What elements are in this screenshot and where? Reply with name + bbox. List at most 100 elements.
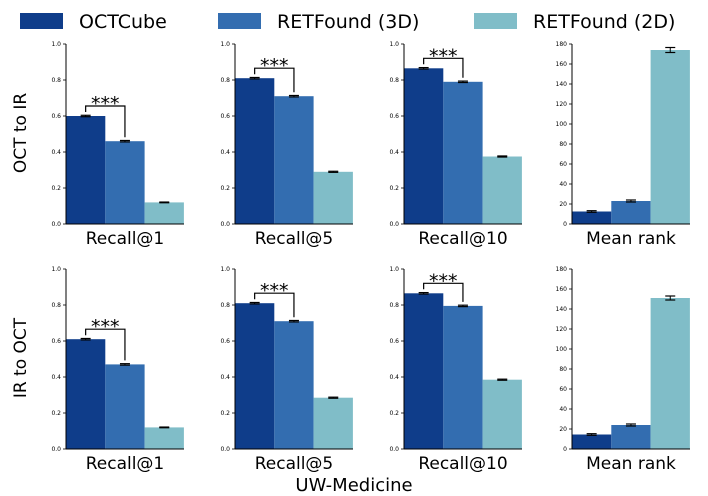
ytick-label-8-2: 40 xyxy=(559,406,567,413)
ytick-label-2-3: 0.6 xyxy=(220,113,230,120)
ytick-label-4-4: 80 xyxy=(559,141,567,148)
bar-7-2 xyxy=(482,379,522,449)
ytick-label-4-1: 20 xyxy=(559,201,567,208)
significance-label-5: *** xyxy=(91,316,120,338)
panel-7: 0.0 0.2 0.4 0.6 0.8 1.0 Recall@10 *** xyxy=(389,266,522,474)
xlabel-6: Recall@5 xyxy=(255,454,334,474)
bar-7-1 xyxy=(443,305,483,449)
significance-bracket-7 xyxy=(423,282,464,302)
ytick-label-3-3: 0.6 xyxy=(389,113,399,120)
ytick-label-3-2: 0.4 xyxy=(389,149,399,156)
significance-bracket-5 xyxy=(85,328,126,361)
significance-label-6: *** xyxy=(260,280,289,302)
row-label-1: IR to OCT xyxy=(11,317,31,398)
panel-3: 0.0 0.2 0.4 0.6 0.8 1.0 Recall@10 *** xyxy=(389,41,522,249)
ytick-label-2-4: 0.8 xyxy=(220,77,230,84)
legend-label-1: RETFound (3D) xyxy=(277,11,419,33)
ytick-label-4-3: 60 xyxy=(559,161,567,168)
bar-3-0 xyxy=(404,68,444,224)
bar-4-0 xyxy=(572,211,612,224)
ytick-label-4-9: 180 xyxy=(556,41,568,48)
ytick-label-1-4: 0.8 xyxy=(51,77,61,84)
footer-label: UW-Medicine xyxy=(295,475,412,496)
ytick-label-1-3: 0.6 xyxy=(51,113,61,120)
ytick-label-4-2: 40 xyxy=(559,181,567,188)
significance-bracket-1 xyxy=(85,105,126,138)
bar-6-2 xyxy=(313,397,353,449)
ytick-label-6-4: 0.8 xyxy=(220,302,230,309)
bar-2-0 xyxy=(235,78,275,224)
ytick-label-2-0: 0.0 xyxy=(220,221,230,228)
ytick-label-7-5: 1.0 xyxy=(389,266,399,273)
xlabel-1: Recall@1 xyxy=(86,229,165,249)
ytick-label-8-6: 120 xyxy=(556,326,568,333)
bar-1-0 xyxy=(66,116,106,224)
panel-4: 0 20 40 60 80 100 120 140 160 180 Mean rank xyxy=(556,41,690,249)
ytick-label-8-3: 60 xyxy=(559,386,567,393)
bar-8-0 xyxy=(572,434,612,449)
ytick-label-7-4: 0.8 xyxy=(389,302,399,309)
legend-label-0: OCTCube xyxy=(79,11,167,33)
panel-2: 0.0 0.2 0.4 0.6 0.8 1.0 Recall@5 *** xyxy=(220,41,353,249)
panel-6: 0.0 0.2 0.4 0.6 0.8 1.0 Recall@5 *** xyxy=(220,266,353,474)
bar-2-1 xyxy=(274,96,314,224)
ytick-label-5-1: 0.2 xyxy=(51,410,61,417)
ytick-label-5-3: 0.6 xyxy=(51,338,61,345)
ytick-label-8-8: 160 xyxy=(556,286,568,293)
ytick-label-1-1: 0.2 xyxy=(51,185,61,192)
legend-swatch-1 xyxy=(218,13,261,29)
xlabel-3: Recall@10 xyxy=(418,229,507,249)
ytick-label-8-4: 80 xyxy=(559,366,567,373)
ytick-label-1-2: 0.4 xyxy=(51,149,61,156)
bar-2-2 xyxy=(313,171,353,224)
ytick-label-7-3: 0.6 xyxy=(389,338,399,345)
ytick-label-3-0: 0.0 xyxy=(389,221,399,228)
ytick-label-2-5: 1.0 xyxy=(220,41,230,48)
ytick-label-5-2: 0.4 xyxy=(51,374,61,381)
legend-label-2: RETFound (2D) xyxy=(533,11,675,33)
ytick-label-6-0: 0.0 xyxy=(220,446,230,453)
bar-3-2 xyxy=(482,156,522,224)
significance-label-2: *** xyxy=(260,55,289,77)
ytick-label-4-7: 140 xyxy=(556,81,568,88)
xlabel-4: Mean rank xyxy=(586,229,676,249)
significance-bracket-2 xyxy=(254,67,295,93)
significance-label-7: *** xyxy=(429,270,458,292)
ytick-label-4-5: 100 xyxy=(556,121,568,128)
significance-bracket-3 xyxy=(423,57,464,78)
ytick-label-4-0: 0 xyxy=(563,221,567,228)
ytick-label-5-5: 1.0 xyxy=(51,266,61,273)
row-labels: OCT to IR IR to OCT xyxy=(11,93,31,399)
bar-6-1 xyxy=(274,321,314,449)
xlabel-2: Recall@5 xyxy=(255,229,334,249)
ytick-label-3-4: 0.8 xyxy=(389,77,399,84)
ytick-label-1-5: 1.0 xyxy=(51,41,61,48)
legend: OCTCube RETFound (3D) RETFound (2D) xyxy=(20,11,675,33)
ytick-label-8-0: 0 xyxy=(563,446,567,453)
ytick-label-2-1: 0.2 xyxy=(220,185,230,192)
ytick-label-8-9: 180 xyxy=(556,266,568,273)
bar-8-1 xyxy=(611,425,651,449)
ytick-label-4-8: 160 xyxy=(556,61,568,68)
bar-6-0 xyxy=(235,303,275,449)
ytick-label-6-3: 0.6 xyxy=(220,338,230,345)
ytick-label-3-1: 0.2 xyxy=(389,185,399,192)
significance-bracket-6 xyxy=(254,292,295,318)
ytick-label-7-1: 0.2 xyxy=(389,410,399,417)
row-label-0: OCT to IR xyxy=(11,93,31,174)
bar-5-2 xyxy=(144,427,184,449)
bar-5-0 xyxy=(66,339,106,449)
panel-8: 0 20 40 60 80 100 120 140 160 180 Mean rank xyxy=(556,266,690,474)
ytick-label-5-0: 0.0 xyxy=(51,446,61,453)
legend-swatch-2 xyxy=(474,13,517,29)
bar-7-0 xyxy=(404,293,444,449)
significance-label-3: *** xyxy=(429,45,458,67)
xlabel-7: Recall@10 xyxy=(418,454,507,474)
ytick-label-8-1: 20 xyxy=(559,426,567,433)
legend-swatch-0 xyxy=(20,13,63,29)
xlabel-8: Mean rank xyxy=(586,454,676,474)
bar-8-2 xyxy=(650,298,690,449)
ytick-label-6-5: 1.0 xyxy=(220,266,230,273)
ytick-label-7-2: 0.4 xyxy=(389,374,399,381)
